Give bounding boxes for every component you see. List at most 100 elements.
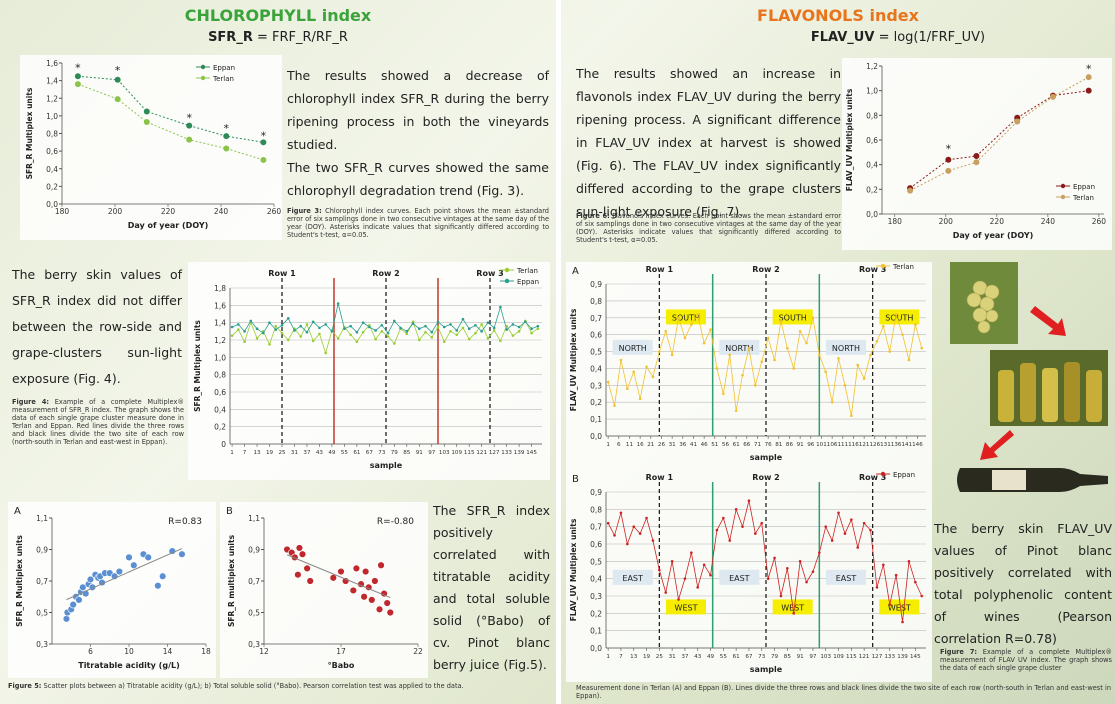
data-point (430, 331, 433, 334)
data-point (735, 409, 738, 412)
chart: 0,30,50,70,91,1121722°BaboSFR_R multiple… (220, 502, 428, 678)
y-axis-label: SFR_R multiplex units (227, 534, 236, 627)
data-point (455, 334, 458, 337)
x-tick-label: 6 (617, 442, 621, 448)
data-point (901, 333, 904, 336)
y-tick-label: 0,4 (590, 364, 602, 373)
x-tick-label: 67 (745, 654, 753, 660)
caption: Figure 7: Example of a complete Multiple… (940, 648, 1112, 672)
data-point (518, 326, 521, 329)
x-tick-label: 133 (501, 450, 512, 456)
legend-label: Terlan (892, 263, 914, 271)
data-point (696, 586, 699, 589)
data-point (876, 340, 879, 343)
data-point (518, 330, 521, 333)
data-point (455, 329, 458, 332)
x-tick-label: 26 (658, 442, 666, 448)
data-point (856, 364, 859, 367)
x-tick-label: 86 (786, 442, 794, 448)
x-tick-label: 139 (514, 450, 525, 456)
legend-marker (201, 76, 205, 80)
formula-expr: = log(1/FRF_UV) (879, 30, 986, 45)
data-point (350, 587, 357, 594)
data-point (349, 325, 352, 328)
asterisk: * (261, 129, 267, 142)
chart: 0,30,50,70,91,16101418Titratable acidity… (8, 502, 216, 678)
data-point (281, 332, 284, 335)
y-tick-label: 0,7 (590, 523, 602, 532)
data-point (722, 392, 725, 395)
x-tick-label: 200 (939, 217, 954, 226)
region-label: NORTH (619, 344, 647, 353)
data-point (294, 571, 301, 578)
title: CHLOROPHYLL index (0, 6, 556, 25)
data-point (748, 499, 751, 502)
data-point (371, 578, 378, 585)
data-point (378, 562, 385, 569)
data-point (480, 330, 483, 333)
data-point (362, 331, 365, 334)
panel-label: B (572, 474, 579, 485)
data-point (353, 565, 360, 572)
x-tick-label: 180 (55, 207, 70, 216)
x-tick-label: 6 (88, 647, 93, 656)
y-tick-label: 1,8 (214, 284, 226, 293)
data-point (652, 539, 655, 542)
data-point (186, 137, 192, 143)
y-axis-label: FLAV_UV Multiplex units (569, 518, 578, 621)
data-point (406, 330, 409, 333)
y-axis-label: FLAV_UV Multiplex units (569, 308, 578, 411)
region-label: EAST (622, 574, 643, 583)
x-tick-label: 103 (439, 450, 450, 456)
wine-bottle (957, 468, 1108, 492)
legend-label: Eppan (517, 278, 539, 286)
x-tick-label: 43 (694, 654, 702, 660)
data-point (818, 551, 821, 554)
data-point (895, 313, 898, 316)
data-point (920, 347, 923, 350)
asterisk: * (224, 122, 230, 135)
y-tick-label: 0,6 (214, 388, 226, 397)
data-point (767, 577, 770, 580)
y-tick-label: 0,8 (590, 505, 602, 514)
y-tick-label: 0,5 (590, 557, 602, 566)
data-point (703, 342, 706, 345)
data-point (287, 317, 290, 320)
legend-label: Terlan (1072, 194, 1094, 202)
data-point (850, 414, 853, 417)
y-tick-label: 0,2 (866, 185, 878, 194)
data-point (356, 331, 359, 334)
x-tick-label: 37 (303, 450, 311, 456)
data-point (268, 321, 271, 324)
data-point (677, 598, 680, 601)
title: FLAVONOLS index (561, 6, 1115, 25)
x-tick-label: 55 (720, 654, 728, 660)
data-point (837, 357, 840, 360)
x-tick-label: 91 (416, 450, 424, 456)
data-point (690, 551, 693, 554)
x-tick-label: 127 (872, 654, 883, 660)
region-label: EAST (729, 574, 750, 583)
x-axis-label: Titratable acidity (g/L) (78, 661, 180, 670)
y-tick-label: 1,2 (46, 94, 58, 103)
data-point (281, 324, 284, 327)
data-point (773, 557, 776, 560)
data-point (393, 342, 396, 345)
chart-background (220, 502, 428, 678)
y-tick-label: 0,3 (590, 381, 602, 390)
x-tick-label: 18 (201, 647, 211, 656)
y-tick-label: 0,7 (248, 577, 260, 586)
y-tick-label: 0,5 (590, 348, 602, 357)
x-tick-label: 14 (163, 647, 173, 656)
data-point (237, 323, 240, 326)
y-tick-label: 0,3 (36, 640, 48, 649)
y-tick-label: 1,4 (46, 77, 58, 86)
y-tick-label: 0,0 (590, 432, 602, 441)
x-tick-label: 43 (316, 450, 324, 456)
asterisk: * (75, 61, 81, 74)
y-tick-label: 1,0 (214, 353, 226, 362)
x-tick-label: 240 (214, 207, 229, 216)
paragraph: The berry skin FLAV_UV values of Pinot b… (934, 518, 1112, 650)
x-tick-label: 25 (656, 654, 664, 660)
legend-marker (881, 264, 885, 268)
